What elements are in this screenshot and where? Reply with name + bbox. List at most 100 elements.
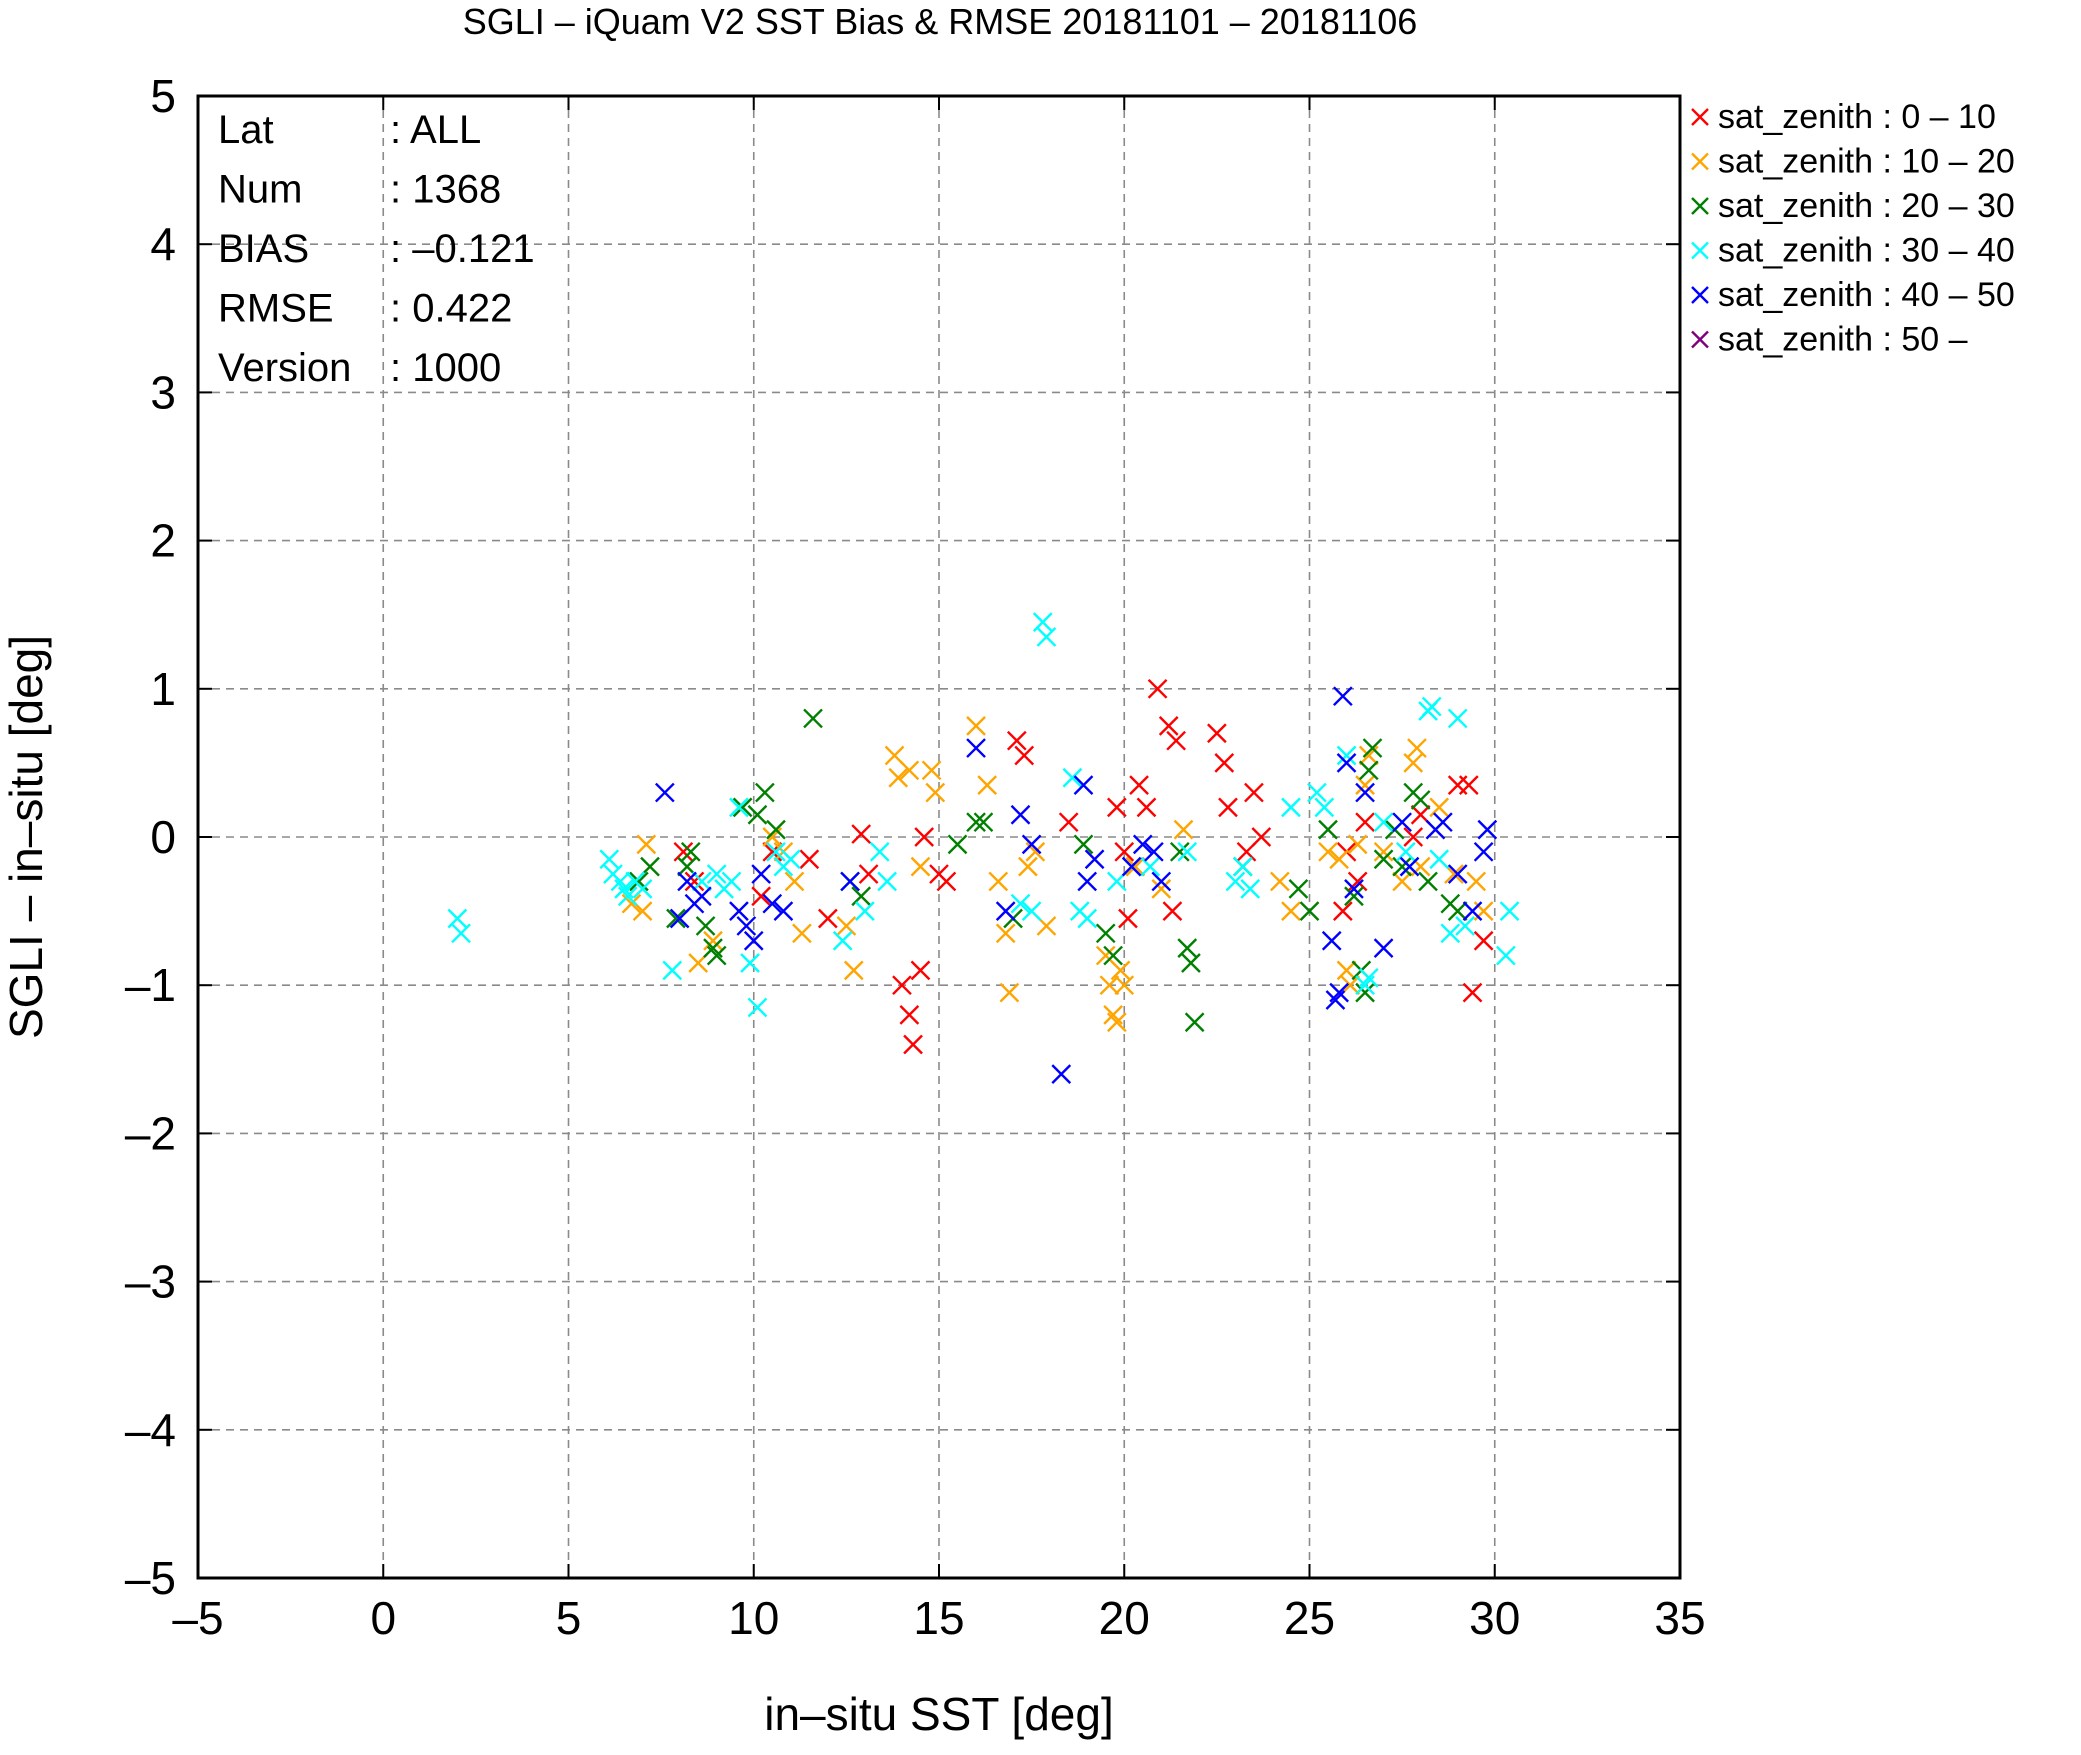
data-point [684, 871, 705, 892]
data-point [736, 916, 757, 936]
data-point [1355, 982, 1375, 1003]
data-point [1021, 834, 1042, 855]
data-point [1173, 819, 1194, 840]
data-point [1421, 696, 1442, 717]
data-point [892, 975, 912, 996]
legend-label: sat_zenith : 40 – 50 [1718, 276, 2015, 314]
data-point [792, 923, 812, 944]
data-point [1084, 849, 1105, 870]
data-point [914, 827, 935, 847]
data-point [766, 841, 786, 862]
data-point [766, 819, 786, 840]
data-point [1403, 753, 1424, 773]
data-point [1332, 686, 1353, 707]
y-tick-label: 0 [150, 811, 176, 863]
legend-marker [1691, 108, 1709, 126]
data-point [936, 871, 957, 892]
data-point [1447, 864, 1468, 884]
data-point [1347, 834, 1368, 855]
data-point [1358, 760, 1379, 781]
legend-label: sat_zenith : 20 – 30 [1718, 187, 2015, 225]
data-point [1433, 812, 1453, 833]
data-point [1362, 738, 1383, 758]
legend-label: sat_zenith : 10 – 20 [1718, 143, 2015, 181]
data-point [451, 923, 471, 944]
data-point [1281, 797, 1301, 818]
data-point [743, 930, 764, 951]
data-point [1466, 871, 1487, 892]
y-axis-title: SGLI – in–situ [deg] [0, 635, 52, 1039]
data-point [1062, 767, 1083, 788]
stat-label: Version [218, 346, 351, 390]
data-point [843, 960, 864, 981]
data-point [706, 945, 727, 966]
data-point [1299, 901, 1320, 921]
data-point [1373, 849, 1394, 870]
data-point [1462, 982, 1483, 1003]
data-point [1355, 812, 1375, 833]
data-point [1358, 967, 1379, 988]
data-point [799, 849, 820, 870]
data-point [1307, 782, 1327, 803]
data-point [869, 841, 890, 862]
legend-label: sat_zenith : 30 – 40 [1718, 232, 2015, 270]
data-point [1429, 849, 1450, 870]
data-point [1140, 856, 1161, 877]
data-point [803, 708, 823, 729]
data-point [1121, 856, 1142, 877]
data-point [1473, 841, 1494, 862]
plot-frame [196, 94, 1682, 1580]
data-point [599, 849, 620, 870]
data-point [1477, 819, 1498, 840]
data-point [1077, 871, 1098, 892]
y-tick-label: 5 [150, 70, 176, 122]
data-point [1462, 901, 1483, 921]
data-point [1114, 841, 1135, 862]
data-point [1447, 708, 1468, 729]
data-point [1244, 782, 1264, 803]
data-point [1162, 901, 1183, 921]
data-point [755, 782, 775, 803]
data-point [1399, 856, 1420, 877]
x-tick-label: 35 [1654, 1592, 1705, 1644]
data-point [1073, 834, 1094, 855]
data-point [1447, 901, 1468, 921]
legend-marker [1691, 241, 1709, 260]
data-point [706, 864, 727, 884]
data-point [899, 760, 920, 781]
data-point [1073, 775, 1094, 795]
data-point [1110, 960, 1131, 981]
data-point [1499, 901, 1520, 921]
data-point [662, 960, 683, 981]
data-point [1151, 879, 1172, 899]
data-point [1455, 916, 1475, 936]
data-point [1118, 908, 1138, 929]
legend-label: sat_zenith : 0 – 10 [1718, 98, 1996, 136]
data-point [1077, 908, 1098, 929]
data-point [1058, 812, 1079, 833]
data-point [1392, 871, 1412, 892]
data-point [751, 864, 772, 884]
data-point [1458, 775, 1479, 795]
data-point [910, 856, 931, 877]
data-point [1314, 797, 1335, 818]
data-point [1270, 871, 1290, 892]
data-point [617, 886, 638, 907]
data-point [1051, 1064, 1072, 1084]
data-point [1177, 841, 1198, 862]
data-point [654, 782, 675, 803]
data-point [636, 834, 657, 855]
x-tick-label: 10 [728, 1592, 779, 1644]
data-point [1473, 930, 1494, 951]
data-point [1429, 797, 1450, 818]
data-point [1403, 827, 1424, 847]
stat-label: BIAS [218, 227, 309, 271]
data-point [877, 871, 897, 892]
data-point [966, 738, 986, 758]
data-point [1332, 901, 1353, 921]
data-point [1099, 975, 1120, 996]
data-point [1151, 871, 1172, 892]
data-point [899, 1004, 920, 1025]
stat-label: Lat [218, 108, 274, 152]
